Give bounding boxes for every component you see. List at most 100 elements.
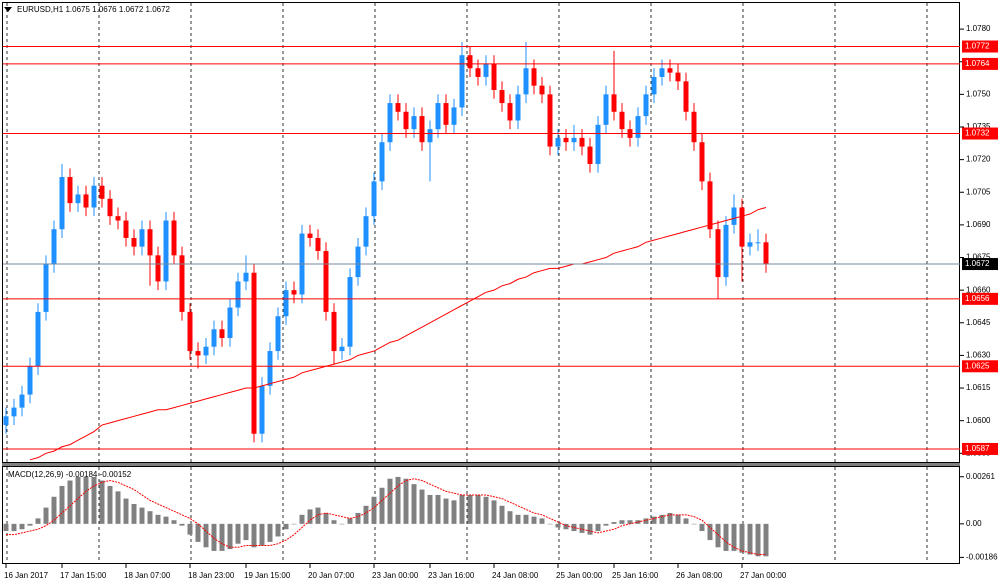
macd-bar (307, 509, 313, 524)
candle-body (755, 242, 761, 244)
candle-body (115, 216, 121, 221)
candle-body (547, 94, 553, 147)
bid-line-label-bg (962, 258, 998, 271)
candle-body (211, 329, 217, 347)
candle-body (451, 107, 457, 125)
level-line-label-bg (962, 57, 998, 70)
candle-body (283, 290, 289, 317)
candle-body (227, 307, 233, 339)
candle-body (723, 224, 729, 278)
candle-body (411, 116, 417, 130)
macd-bar (99, 480, 105, 524)
candle-body (131, 237, 137, 247)
x-tick-label: 25 Jan 00:00 (556, 571, 603, 580)
macd-title: MACD(12,26,9) -0.00184 -0.00152 (8, 470, 132, 479)
candle-body (691, 111, 697, 143)
macd-bar (27, 523, 33, 526)
macd-bar (451, 500, 457, 524)
candle-body (531, 68, 537, 86)
macd-bar (595, 523, 601, 532)
macd-bar (299, 514, 305, 524)
macd-bar (755, 523, 761, 557)
level-line-label: 1.0656 (965, 294, 990, 303)
menu-arrow[interactable] (4, 7, 12, 12)
candle-body (667, 68, 673, 73)
x-tick-label: 18 Jan 23:00 (188, 571, 235, 580)
candle-body (51, 229, 57, 265)
macd-bar (259, 523, 265, 546)
candle-body (347, 277, 353, 347)
candle-body (275, 316, 281, 352)
macd-bar (227, 523, 233, 550)
candle-body (571, 137, 577, 143)
candle-body (195, 351, 201, 356)
y-tick-label: 1.0645 (966, 318, 991, 327)
candle-body (707, 181, 713, 230)
macd-bar (491, 500, 497, 524)
candle-body (747, 242, 753, 247)
macd-bar (715, 523, 721, 548)
macd-bar (619, 520, 625, 524)
level-line-label: 1.0625 (965, 361, 990, 370)
candle-body (427, 129, 433, 143)
macd-bar (611, 522, 617, 524)
candle-body (379, 142, 385, 182)
y-tick-label: 1.0615 (966, 383, 991, 392)
candle-body (371, 181, 377, 217)
x-tick-label: 26 Jan 08:00 (676, 571, 723, 580)
candle-body (11, 407, 17, 417)
macd-bar (379, 487, 385, 524)
macd-bar (51, 496, 57, 524)
x-tick-label: 25 Jan 16:00 (612, 571, 659, 580)
plot: 1.07801.07651.07501.07351.07201.07051.06… (3, 3, 998, 580)
macd-bar (747, 523, 753, 555)
candle-body (331, 311, 337, 352)
candle-body (763, 242, 769, 265)
y-tick-label: 1.0675 (966, 253, 991, 262)
y-tick-label: 1.0735 (966, 122, 991, 131)
candle-body (683, 81, 689, 112)
candle-body (163, 220, 169, 282)
y-tick-label: 1.0780 (966, 24, 991, 33)
chart-title: EURUSD,H1 1.0675 1.0676 1.0672 1.0672 (17, 5, 171, 14)
candle-body (651, 76, 657, 95)
x-tick-label: 20 Jan 07:00 (308, 571, 355, 580)
macd-bar (139, 507, 145, 524)
candle-body (515, 94, 521, 121)
macd-bar (643, 518, 649, 524)
y-tick-label: 1.0705 (966, 187, 991, 196)
candle-body (307, 233, 313, 238)
candle-body (43, 264, 49, 312)
macd-bar (339, 523, 345, 525)
candle-body (443, 103, 449, 125)
macd-bar (507, 511, 513, 524)
x-tick-label: 27 Jan 00:00 (740, 571, 787, 580)
macd-bar (419, 489, 425, 524)
candle-body (699, 142, 705, 182)
candle-body (155, 255, 161, 282)
x-tick-label: 24 Jan 08:00 (492, 571, 539, 580)
macd-bar (179, 523, 185, 526)
macd-bar (363, 505, 369, 524)
macd-bar (59, 485, 65, 524)
macd-bar (115, 491, 121, 524)
candle-body (203, 346, 209, 356)
macd-bar (555, 523, 561, 528)
macd-bar (539, 518, 545, 524)
macd-bar (315, 507, 321, 524)
macd-bar (371, 496, 377, 524)
level-line-label-bg (962, 292, 998, 305)
candle-body (419, 116, 425, 143)
macd-bar (731, 523, 737, 551)
candle-body (555, 137, 561, 147)
candle-body (35, 311, 41, 367)
candle-body (539, 85, 545, 95)
macd-bar (171, 520, 177, 524)
macd-bar (443, 498, 449, 524)
candle-body (395, 103, 401, 112)
signal-line (6, 478, 766, 556)
y-tick-label: 1.0660 (966, 285, 991, 294)
macd-bar (459, 494, 465, 524)
